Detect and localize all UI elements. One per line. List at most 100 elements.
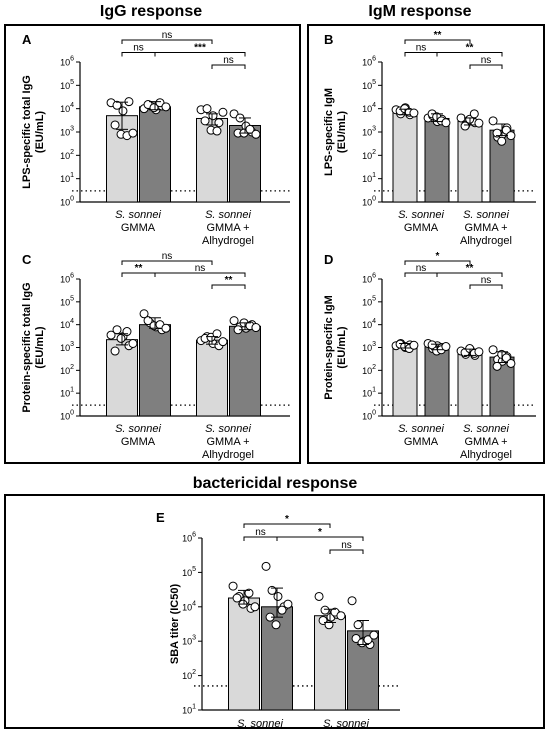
- group-label-line: Alhydrogel: [202, 449, 254, 461]
- chart-panel-e: E 101 102 103 104 105 106 SBA titer (IC50) * ns * n…: [156, 510, 400, 732]
- data-point: [161, 102, 171, 112]
- group-label-italic: S. sonnei: [115, 423, 161, 435]
- data-point: [492, 361, 502, 371]
- chart-panel-c: C 100 101 102 103 104 105 106 Protein-specific t…: [21, 251, 290, 461]
- y-tick-label: 104: [60, 102, 74, 114]
- data-point: [497, 136, 507, 146]
- data-point: [112, 100, 122, 110]
- data-point: [488, 116, 498, 126]
- data-point: [273, 591, 283, 601]
- bar: [196, 339, 228, 417]
- y-tick-label: 103: [362, 341, 376, 353]
- bar: [457, 120, 483, 203]
- data-point: [409, 340, 419, 350]
- data-point: [369, 630, 379, 640]
- significance-label: ns: [255, 527, 266, 538]
- data-point: [128, 128, 138, 138]
- significance-label: ns: [223, 55, 234, 66]
- y-tick-label: 101: [60, 172, 74, 184]
- group-label-line: GMMA +: [206, 436, 249, 448]
- significance-label: *: [285, 514, 289, 525]
- significance-bracket: [469, 284, 503, 289]
- data-point: [506, 358, 516, 368]
- group-label-italic: S. sonnei: [237, 718, 283, 730]
- y-tick-label: 105: [60, 295, 74, 307]
- data-point: [474, 118, 484, 128]
- y-tick-label: 106: [182, 532, 196, 544]
- significance-label: *: [436, 251, 440, 262]
- data-point: [139, 309, 149, 319]
- y-tick-label: 101: [362, 172, 376, 184]
- group-label-italic: S. sonnei: [205, 423, 251, 435]
- y-tick-label: 105: [60, 79, 74, 91]
- y-tick-label: 105: [182, 566, 196, 578]
- data-point: [353, 620, 363, 630]
- bar: [392, 111, 418, 203]
- chart-panel-a: A 100 101 102 103 104 105 106 LPS-specific total…: [21, 30, 290, 247]
- data-point: [212, 329, 222, 339]
- data-point: [229, 316, 239, 326]
- group-label-line: Alhydrogel: [460, 449, 512, 461]
- significance-bracket: [211, 284, 246, 289]
- y-axis-label: LPS-specific IgM(EU/mL): [323, 88, 348, 176]
- significance-bracket: [154, 272, 246, 277]
- data-point: [314, 591, 324, 601]
- y-tick-label: 102: [182, 669, 196, 681]
- y-axis-label: Protein-specific total IgG(EU/mL): [21, 282, 46, 412]
- bar: [424, 346, 450, 417]
- y-tick-label: 103: [60, 126, 74, 138]
- data-point: [202, 104, 212, 114]
- data-point: [200, 116, 210, 126]
- significance-label: ns: [162, 30, 173, 41]
- group-label-line: GMMA +: [464, 222, 507, 234]
- data-point: [488, 345, 498, 355]
- data-point: [277, 605, 287, 615]
- data-point: [261, 561, 271, 571]
- y-tick-label: 103: [182, 635, 196, 647]
- y-tick-label: 104: [182, 600, 196, 612]
- bar: [457, 352, 483, 417]
- data-point: [441, 118, 451, 128]
- data-point: [506, 131, 516, 141]
- bar: [314, 615, 346, 711]
- significance-label: **: [225, 275, 233, 286]
- significance-bracket: [469, 64, 503, 69]
- significance-label: **: [434, 30, 442, 41]
- y-tick-label: 100: [60, 410, 74, 422]
- data-point: [214, 118, 224, 128]
- bar: [229, 325, 261, 417]
- data-point: [116, 333, 126, 343]
- data-point: [128, 338, 138, 348]
- chart-panel-d: D 100 101 102 103 104 105 106 Protein-specific I…: [323, 251, 536, 461]
- y-tick-label: 102: [60, 364, 74, 376]
- significance-bracket: [121, 39, 213, 44]
- group-label-line: Alhydrogel: [460, 235, 512, 247]
- group-label-italic: S. sonnei: [205, 209, 251, 221]
- data-point: [469, 109, 479, 119]
- data-point: [143, 316, 153, 326]
- data-point: [427, 340, 437, 350]
- data-point: [271, 620, 281, 630]
- significance-bracket: [436, 52, 503, 57]
- significance-label: ns: [133, 43, 144, 54]
- group-label-line: Alhydrogel: [202, 235, 254, 247]
- significance-label: ns: [195, 263, 206, 274]
- y-tick-label: 102: [362, 149, 376, 161]
- data-point: [347, 596, 357, 606]
- y-tick-label: 106: [362, 56, 376, 68]
- group-label-italic: S. sonnei: [115, 209, 161, 221]
- y-tick-label: 104: [60, 318, 74, 330]
- y-tick-label: 105: [362, 79, 376, 91]
- y-tick-label: 106: [60, 273, 74, 285]
- significance-bracket: [243, 523, 331, 528]
- data-point: [161, 323, 171, 333]
- significance-bracket: [329, 549, 364, 554]
- y-tick-label: 103: [362, 126, 376, 138]
- y-tick-label: 101: [182, 704, 196, 716]
- significance-label: ns: [416, 43, 427, 54]
- data-point: [283, 599, 293, 609]
- y-tick-label: 104: [362, 102, 376, 114]
- group-label-line: GMMA +: [464, 436, 507, 448]
- data-point: [456, 113, 466, 123]
- data-point: [460, 121, 470, 131]
